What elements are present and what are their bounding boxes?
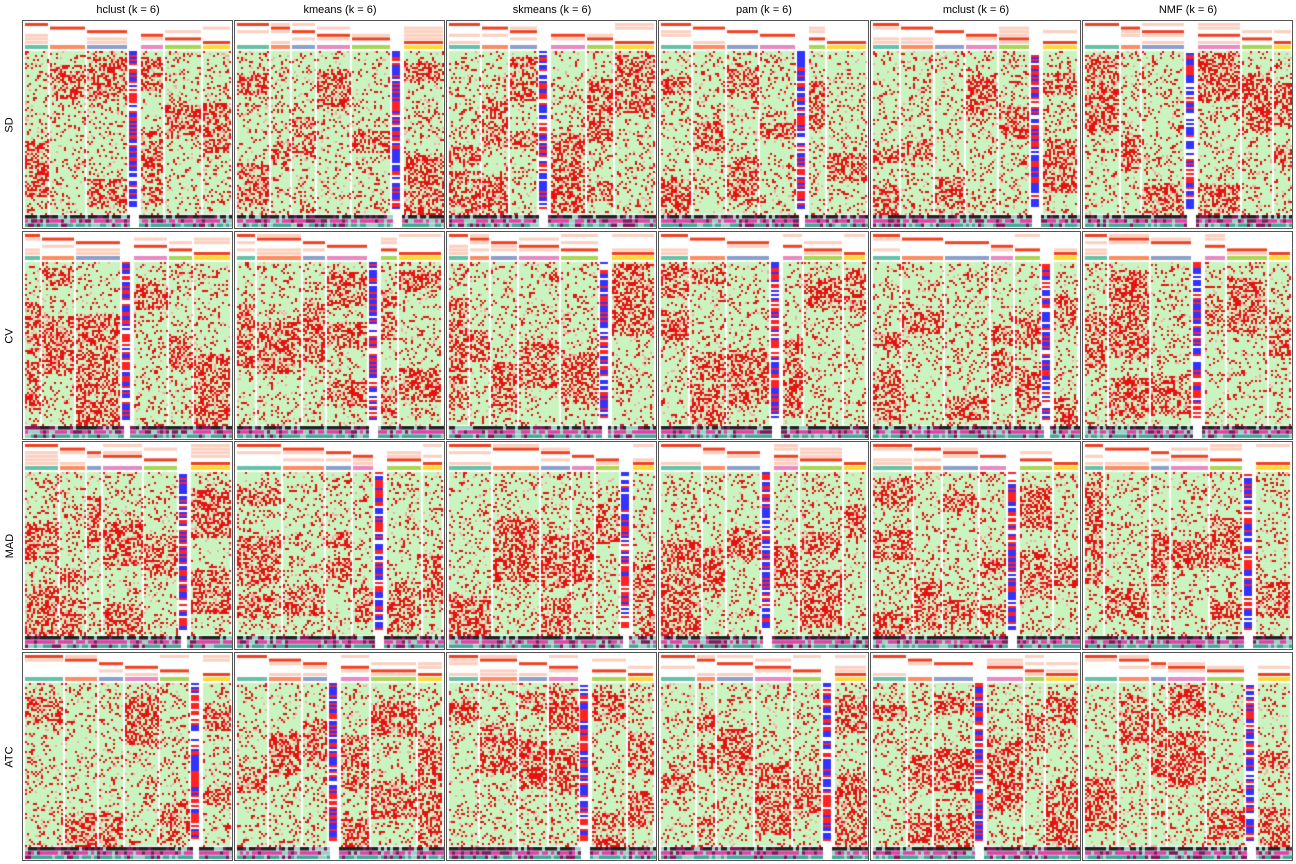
column-title: kmeans (k = 6) <box>303 4 377 16</box>
heatmap-canvas <box>23 652 232 860</box>
heatmap-panel <box>22 230 233 440</box>
column-title: hclust (k = 6) <box>96 4 160 16</box>
heatmap-panel <box>870 230 1081 440</box>
heatmap-panel <box>446 441 657 650</box>
heatmap-canvas <box>1083 652 1292 860</box>
heatmap-panel <box>1082 20 1293 229</box>
heatmap-panel <box>1082 230 1293 440</box>
heatmap-canvas <box>447 652 656 860</box>
heatmap-panel <box>870 20 1081 229</box>
row-label-text: SD <box>4 117 16 133</box>
heatmap-panel <box>658 20 869 229</box>
heatmap-canvas <box>659 652 868 860</box>
heatmap-canvas <box>659 21 868 228</box>
heatmap-panel <box>234 441 445 650</box>
heatmap-canvas <box>871 652 1080 860</box>
row-label: SD <box>0 20 20 231</box>
row-label: ATC <box>0 652 20 863</box>
row-label-text: MAD <box>4 534 17 559</box>
heatmap-panel <box>658 441 869 650</box>
heatmap-canvas <box>447 231 656 439</box>
heatmap-panel <box>22 20 233 229</box>
heatmap-canvas <box>235 652 444 860</box>
heatmap-canvas <box>447 442 656 649</box>
heatmap-panel <box>658 230 869 440</box>
row-label-text: ATC <box>4 746 16 768</box>
heatmap-canvas <box>235 442 444 649</box>
heatmap-panel <box>446 230 657 440</box>
column-title: pam (k = 6) <box>736 4 792 16</box>
heatmap-panel <box>1082 651 1293 861</box>
heatmap-canvas <box>235 21 444 228</box>
heatmap-canvas <box>659 442 868 649</box>
heatmap-panel <box>1082 441 1293 650</box>
heatmap-panel <box>234 230 445 440</box>
heatmap-canvas <box>871 21 1080 228</box>
heatmap-panel <box>446 651 657 861</box>
heatmap-panel <box>870 441 1081 650</box>
heatmap-panel <box>22 651 233 861</box>
heatmap-panel <box>658 651 869 861</box>
column-title: skmeans (k = 6) <box>512 4 592 16</box>
heatmap-canvas <box>23 231 232 439</box>
heatmap-panel <box>234 20 445 229</box>
heatmap-canvas <box>1083 442 1292 649</box>
heatmap-canvas <box>447 21 656 228</box>
heatmap-panel <box>234 651 445 861</box>
heatmap-canvas <box>871 231 1080 439</box>
heatmap-canvas <box>235 231 444 439</box>
row-label: CV <box>0 231 20 442</box>
heatmap-panel <box>870 651 1081 861</box>
heatmap-canvas <box>1083 231 1292 439</box>
row-label: MAD <box>0 441 20 652</box>
heatmap-panel <box>22 441 233 650</box>
heatmap-panel <box>446 20 657 229</box>
heatmap-canvas <box>871 442 1080 649</box>
heatmap-canvas <box>23 442 232 649</box>
column-title: mclust (k = 6) <box>942 4 1010 16</box>
heatmap-canvas <box>23 21 232 228</box>
row-label-text: CV <box>4 328 16 344</box>
heatmap-canvas <box>659 231 868 439</box>
column-title: NMF (k = 6) <box>1158 4 1218 16</box>
heatmap-canvas <box>1083 21 1292 228</box>
